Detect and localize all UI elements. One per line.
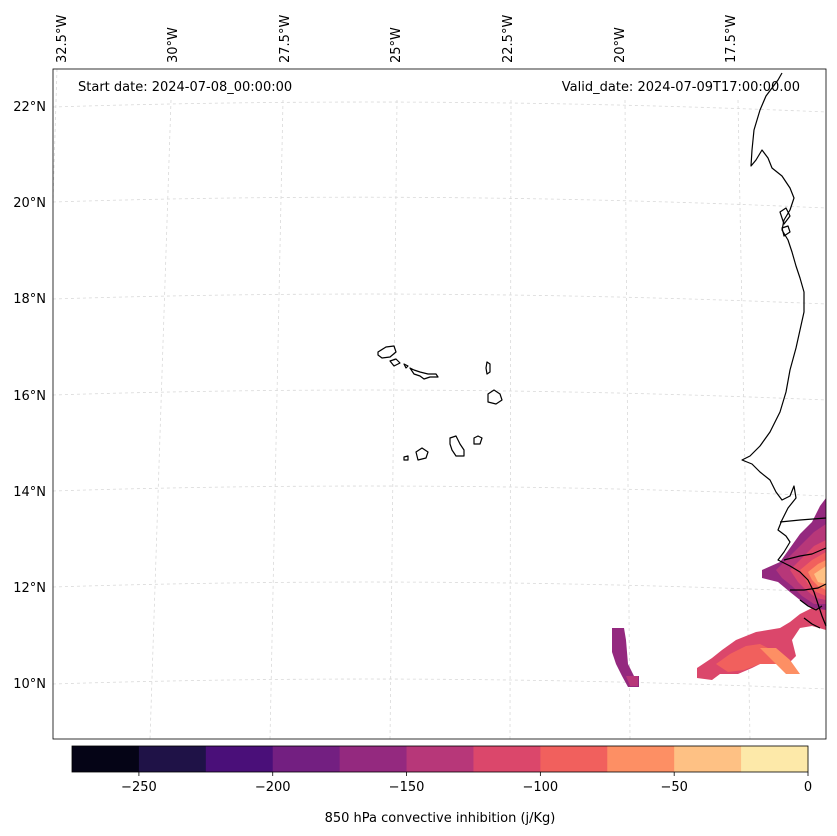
lon-label: 17.5°W bbox=[724, 15, 739, 63]
start-date-label: Start date: 2024-07-08_00:00:00 bbox=[78, 80, 292, 95]
guinea-border bbox=[790, 583, 827, 591]
gambia-river bbox=[779, 517, 827, 523]
bijagos-islands bbox=[799, 599, 823, 629]
colorbar-tick-label: 0 bbox=[804, 780, 812, 795]
colorbar-swatch bbox=[540, 746, 608, 772]
parallel-16n bbox=[52, 389, 827, 401]
colorbar-ticks: −250 −200 −150 −100 −50 0 bbox=[121, 772, 812, 795]
map-area bbox=[52, 68, 827, 740]
latitude-labels: 22°N 20°N 18°N 16°N 14°N 12°N 10°N bbox=[13, 100, 46, 692]
cin-contours bbox=[612, 498, 826, 687]
colorbar-swatches bbox=[72, 746, 809, 772]
colorbar-frame bbox=[71, 745, 809, 773]
lat-label: 18°N bbox=[13, 292, 46, 307]
colorbar-swatch bbox=[406, 746, 474, 772]
fogo-island bbox=[415, 447, 429, 461]
meridian-22-5w bbox=[509, 99, 512, 740]
colorbar-tick-label: −250 bbox=[121, 780, 157, 795]
lon-label: 27.5°W bbox=[278, 15, 293, 63]
lat-label: 20°N bbox=[13, 196, 46, 211]
colorbar-tick-label: −50 bbox=[660, 780, 687, 795]
colorbar-label: 850 hPa convective inhibition (j/Kg) bbox=[325, 811, 556, 826]
sao-vicente-island bbox=[389, 358, 401, 367]
lat-label: 12°N bbox=[13, 581, 46, 596]
contour-region-south-core bbox=[760, 648, 800, 674]
colorbar-swatch bbox=[272, 746, 341, 772]
lon-label: 32.5°W bbox=[55, 15, 70, 63]
brava-island bbox=[403, 455, 409, 461]
meridian-32-5w bbox=[52, 68, 58, 201]
meridian-17-5w bbox=[737, 99, 751, 740]
colorbar-swatch bbox=[205, 746, 274, 772]
casamance-coast bbox=[783, 547, 827, 561]
parallel-10n bbox=[52, 678, 827, 690]
parallel-22n bbox=[52, 101, 827, 113]
parallel-14n bbox=[52, 485, 827, 497]
lat-label: 14°N bbox=[13, 485, 46, 500]
colorbar-swatch bbox=[339, 746, 408, 772]
sal-island bbox=[485, 361, 491, 375]
colorbar-swatch bbox=[741, 746, 809, 772]
parallel-12n bbox=[52, 581, 827, 593]
colorbar-tick-label: −200 bbox=[255, 780, 291, 795]
longitude-labels: 32.5°W 30°W 27.5°W 25°W 22.5°W 20°W 17.5… bbox=[55, 15, 739, 63]
colorbar-swatch bbox=[607, 746, 675, 772]
cape-verde-islands bbox=[377, 345, 503, 461]
coastlines bbox=[741, 72, 827, 629]
colorbar-swatch bbox=[473, 746, 541, 772]
colorbar: −250 −200 −150 −100 −50 0 850 hPa convective … bbox=[71, 745, 812, 826]
meridian-30w bbox=[149, 99, 172, 740]
colorbar-swatch bbox=[138, 746, 207, 772]
banc-arguin-island bbox=[779, 207, 791, 225]
boa-vista-island bbox=[487, 389, 503, 405]
parallel-20n bbox=[52, 196, 827, 209]
cape-blanc-island bbox=[781, 225, 791, 237]
maio-island bbox=[473, 435, 483, 445]
santiago-island bbox=[449, 435, 465, 457]
map-frame bbox=[52, 68, 827, 740]
africa-coastline bbox=[741, 72, 827, 627]
contour-region-west-inner bbox=[626, 676, 638, 686]
colorbar-swatch bbox=[674, 746, 742, 772]
valid-date-label: Valid_date: 2024-07-09T17:00:00.00 bbox=[562, 80, 800, 95]
meridian-20w bbox=[624, 99, 631, 740]
colorbar-swatch bbox=[72, 746, 140, 772]
contour-region-east-6 bbox=[814, 566, 826, 584]
lon-label: 25°W bbox=[389, 27, 404, 63]
graticule bbox=[52, 68, 827, 740]
lon-label: 22.5°W bbox=[501, 15, 516, 63]
lon-label: 30°W bbox=[166, 27, 181, 63]
santa-luzia-island bbox=[403, 363, 409, 369]
meridian-27-5w bbox=[269, 99, 284, 740]
colorbar-tick-label: −150 bbox=[389, 780, 425, 795]
colorbar-tick-label: −100 bbox=[523, 780, 559, 795]
contour-region-west bbox=[612, 628, 639, 687]
meridian-25w bbox=[389, 99, 398, 740]
lon-label: 20°W bbox=[613, 27, 628, 63]
sao-nicolau-island bbox=[409, 367, 439, 380]
lat-label: 22°N bbox=[13, 100, 46, 115]
lat-label: 16°N bbox=[13, 389, 46, 404]
parallel-18n bbox=[52, 293, 827, 305]
santo-antao-island bbox=[377, 345, 397, 359]
lat-label: 10°N bbox=[13, 677, 46, 692]
